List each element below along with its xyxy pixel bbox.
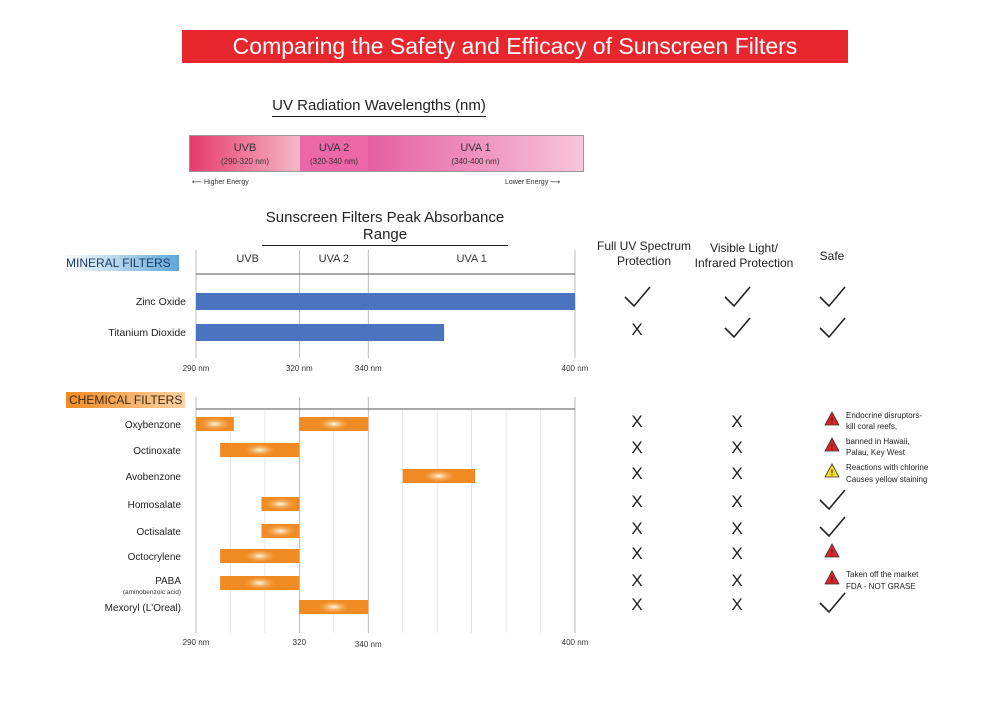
mineral-bar-1 — [196, 324, 445, 341]
note-paba-1: Taken off the market — [846, 570, 919, 579]
chemical-full-uv-3-x-icon: X — [631, 492, 642, 511]
chart-title: Sunscreen Filters Peak Absorbance Range — [262, 209, 508, 246]
chemical-safe-6-warning-red-icon-mark: ! — [831, 576, 834, 585]
mineral-full-uv-1-x-icon: X — [631, 320, 642, 339]
uva2-range: (320-340 nm) — [309, 157, 359, 166]
uva1-range: (340-400 nm) — [451, 157, 500, 166]
note-avobenzone-2: Causes yellow staining — [846, 475, 928, 484]
chemical-visible-ir-2-x-icon: X — [731, 464, 742, 483]
chemical-safe-6-warning-red-icon — [824, 570, 840, 585]
mineral-tick-label-0: 290 nm — [183, 364, 210, 373]
note-oxybenzone-2: kill coral reefs, — [846, 422, 898, 431]
chemical-visible-ir-5-x-icon: X — [731, 544, 742, 563]
chemical-visible-ir-3-x-icon: X — [731, 492, 742, 511]
chemical-bar-glow-0-0 — [196, 417, 233, 431]
right-arrow-icon: ⟶ — [548, 179, 561, 186]
chemical-bar-glow-7-0 — [315, 600, 352, 614]
chemical-full-uv-6-x-icon: X — [631, 571, 642, 590]
note-octinoxate-1: banned in Hawaii, — [846, 437, 910, 446]
chemical-bar-glow-4-0 — [262, 524, 299, 538]
chemical-row-label-7: Mexoryl (L'Oreal) — [105, 603, 181, 614]
chemical-full-uv-0-x-icon: X — [631, 412, 642, 431]
col-head-full-uv: Full UV Spectrum Protection — [596, 239, 692, 268]
note-octinoxate-2: Palau, Key West — [846, 448, 905, 457]
chemical-visible-ir-6-x-icon: X — [731, 571, 742, 590]
chemical-row-label-5: Octocrylene — [128, 552, 182, 563]
mineral-filters-label: MINERAL FILTERS — [63, 255, 179, 271]
uvb-range: (290-320 nm) — [220, 157, 270, 166]
mineral-tick-label-2: 340 nm — [355, 364, 382, 373]
uva1-label: UVA 1 — [460, 142, 491, 154]
chemical-row-sublabel-6: (aminobenzoic acid) — [123, 589, 181, 596]
chemical-safe-2-warning-yellow-icon-mark: ! — [831, 469, 834, 478]
mineral-safe-1-check-icon — [819, 317, 846, 339]
chemical-safe-1-warning-red-icon-mark: ! — [831, 443, 834, 452]
note-avobenzone-1: Reactions with chlorine — [846, 463, 929, 472]
mineral-band-label-2: UVA 1 — [456, 253, 486, 265]
chemical-bar-glow-2-0 — [420, 469, 457, 483]
col-head-safe: Safe — [819, 249, 845, 263]
uva1-segment: UVA 1 (340-400 nm) — [368, 136, 583, 171]
chemical-bar-glow-1-0 — [241, 443, 278, 457]
chemical-row-label-0: Oxybenzone — [125, 420, 182, 431]
uv-section-title: UV Radiation Wavelengths (nm) — [272, 97, 486, 117]
note-oxybenzone-1: Endocrine disruptors- — [846, 411, 923, 420]
chemical-bar-glow-5-0 — [241, 549, 278, 563]
mineral-tick-label-1: 320 nm — [286, 364, 313, 373]
uva2-label: UVA 2 — [318, 142, 350, 154]
chemical-full-uv-4-x-icon: X — [631, 519, 642, 538]
chemical-full-uv-2-x-icon: X — [631, 464, 642, 483]
note-paba-2: FDA - NOT GRASE — [846, 582, 916, 591]
chemical-row-label-1: Octinoxate — [133, 446, 181, 457]
chemical-full-uv-7-x-icon: X — [631, 595, 642, 614]
chemical-bar-glow-6-0 — [241, 576, 278, 590]
chemical-safe-1-warning-red-icon — [824, 437, 840, 452]
chemical-visible-ir-0-x-icon: X — [731, 412, 742, 431]
chemical-safe-3-check-icon — [819, 489, 846, 511]
mineral-band-label-0: UVB — [236, 253, 259, 265]
mineral-band-label-1: UVA 2 — [319, 253, 349, 265]
chemical-full-uv-5-x-icon: X — [631, 544, 642, 563]
chemical-row-label-3: Homosalate — [128, 500, 182, 511]
higher-energy-label: ⟵ Higher Energy — [192, 179, 249, 186]
chemical-safe-0-warning-red-icon-mark: ! — [831, 417, 834, 426]
chemical-bar-glow-3-0 — [262, 497, 299, 511]
chemical-visible-ir-7-x-icon: X — [731, 595, 742, 614]
chemical-visible-ir-1-x-icon: X — [731, 438, 742, 457]
mineral-safe-0-check-icon — [819, 286, 846, 308]
chemical-safe-5-warning-red-icon-mark: ! — [831, 549, 834, 558]
chemical-safe-2-warning-yellow-icon — [824, 463, 840, 478]
page-title: Comparing the Safety and Efficacy of Sun… — [182, 30, 848, 63]
left-arrow-icon: ⟵ — [192, 179, 204, 186]
chemical-row-label-4: Octisalate — [137, 527, 182, 538]
chemical-filters-label: CHEMICAL FILTERS — [66, 392, 185, 408]
chemical-safe-7-check-icon — [819, 592, 846, 614]
chemical-row-label-2: Avobenzone — [126, 472, 182, 483]
mineral-tick-label-3: 400 nm — [562, 364, 589, 373]
uv-wavelength-bar: UVB (290-320 nm) UVA 2 (320-340 nm) UVA … — [189, 135, 584, 172]
chemical-tick-label-0: 290 nm — [183, 638, 210, 647]
mineral-full-uv-0-check-icon — [624, 286, 651, 308]
chemical-row-label-6: PABA — [155, 576, 181, 587]
mineral-row-label-0: Zinc Oxide — [136, 296, 186, 308]
mineral-visible-ir-1-check-icon — [724, 317, 751, 339]
chemical-safe-0-warning-red-icon — [824, 411, 840, 426]
uvb-segment: UVB (290-320 nm) — [190, 136, 300, 171]
mineral-visible-ir-0-check-icon — [724, 286, 751, 308]
chemical-safe-5-warning-red-icon — [824, 543, 840, 558]
uvb-label: UVB — [233, 142, 257, 154]
lower-energy-label: Lower Energy ⟶ — [505, 179, 561, 186]
uva2-segment: UVA 2 (320-340 nm) — [300, 136, 368, 171]
chemical-tick-label-2: 340 nm — [355, 640, 382, 649]
chemical-tick-label-3: 400 nm — [562, 638, 589, 647]
mineral-row-label-1: Titanium Dioxide — [108, 327, 186, 339]
chemical-visible-ir-4-x-icon: X — [731, 519, 742, 538]
chemical-tick-label-1: 320 — [293, 638, 307, 647]
chemical-full-uv-1-x-icon: X — [631, 438, 642, 457]
mineral-bar-0 — [196, 293, 575, 310]
chemical-bar-glow-0-1 — [315, 417, 352, 431]
chemical-safe-4-check-icon — [819, 516, 846, 538]
col-head-visible-ir: Visible Light/ Infrared Protection — [694, 241, 794, 270]
